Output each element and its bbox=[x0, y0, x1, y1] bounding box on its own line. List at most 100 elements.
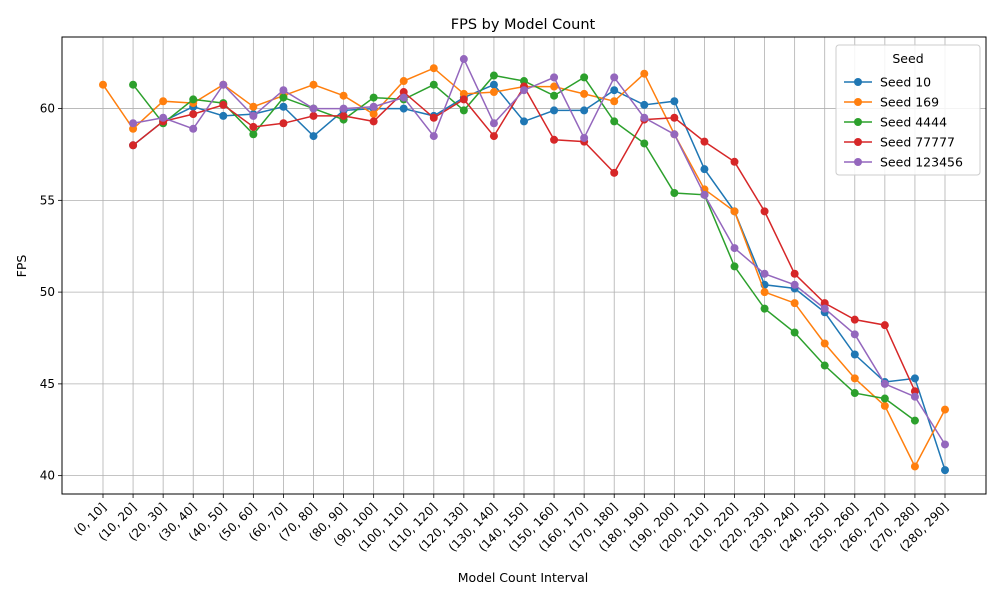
data-point bbox=[339, 104, 348, 113]
legend-entry-label: Seed 10 bbox=[880, 75, 931, 90]
data-point bbox=[159, 97, 168, 106]
data-point bbox=[670, 97, 679, 106]
y-tick-label: 40 bbox=[40, 469, 55, 483]
legend-marker bbox=[854, 98, 862, 106]
data-point bbox=[610, 168, 619, 177]
data-point bbox=[489, 71, 498, 80]
data-point bbox=[790, 269, 799, 278]
legend-entry-label: Seed 123456 bbox=[880, 155, 963, 170]
legend-entry-label: Seed 77777 bbox=[880, 135, 955, 150]
data-point bbox=[159, 113, 168, 122]
data-point bbox=[99, 80, 107, 89]
legend-title: Seed bbox=[892, 51, 923, 66]
data-point bbox=[580, 73, 589, 82]
y-tick-label: 55 bbox=[40, 193, 55, 207]
data-point bbox=[640, 100, 649, 109]
data-point bbox=[760, 288, 769, 297]
data-point bbox=[670, 113, 679, 122]
data-point bbox=[219, 111, 228, 120]
data-point bbox=[700, 165, 709, 174]
data-point bbox=[730, 207, 739, 216]
data-point bbox=[550, 91, 559, 100]
data-point bbox=[670, 130, 679, 139]
data-point bbox=[429, 132, 438, 141]
data-point bbox=[520, 86, 528, 95]
data-point bbox=[820, 339, 829, 348]
data-point bbox=[399, 77, 408, 86]
data-point bbox=[910, 387, 919, 396]
legend-marker bbox=[854, 138, 862, 146]
data-point bbox=[850, 330, 859, 339]
data-point bbox=[880, 394, 889, 403]
data-point bbox=[189, 110, 198, 119]
data-point bbox=[399, 93, 408, 102]
data-point bbox=[610, 86, 619, 95]
data-point bbox=[850, 315, 859, 324]
data-point bbox=[760, 269, 769, 278]
data-point bbox=[880, 321, 889, 330]
data-point bbox=[129, 141, 138, 150]
data-point bbox=[820, 299, 829, 308]
data-point bbox=[399, 104, 408, 113]
plot-frame bbox=[61, 36, 987, 495]
data-point bbox=[910, 416, 919, 425]
data-point bbox=[249, 111, 258, 120]
data-point bbox=[459, 89, 468, 98]
data-point bbox=[610, 97, 619, 106]
data-point bbox=[339, 111, 348, 120]
data-point bbox=[941, 405, 949, 414]
legend-marker bbox=[854, 158, 862, 166]
data-point bbox=[910, 374, 919, 383]
data-point bbox=[399, 88, 408, 97]
data-point bbox=[309, 132, 318, 141]
x-axis-label: Model Count Interval bbox=[458, 570, 588, 585]
data-point bbox=[550, 73, 559, 82]
data-point bbox=[219, 80, 228, 89]
data-point bbox=[610, 73, 619, 82]
y-tick-label: 60 bbox=[40, 102, 55, 116]
data-point bbox=[309, 104, 318, 113]
data-point bbox=[640, 139, 649, 148]
data-point bbox=[790, 328, 799, 337]
y-tick-label: 45 bbox=[40, 377, 55, 391]
data-point bbox=[790, 299, 799, 308]
data-point bbox=[489, 88, 498, 97]
data-point bbox=[369, 117, 378, 126]
data-point bbox=[429, 113, 438, 122]
data-point bbox=[850, 389, 859, 398]
legend-marker bbox=[854, 118, 862, 126]
data-point bbox=[610, 117, 619, 126]
data-point bbox=[520, 117, 528, 126]
data-point bbox=[309, 111, 318, 120]
data-point bbox=[760, 207, 769, 216]
legend-entry-label: Seed 4444 bbox=[880, 115, 947, 130]
data-point bbox=[249, 102, 258, 111]
data-point bbox=[790, 280, 799, 289]
y-axis-label: FPS bbox=[14, 255, 29, 278]
data-point bbox=[910, 392, 919, 401]
data-point bbox=[369, 93, 378, 102]
data-point bbox=[550, 106, 559, 115]
series-line bbox=[132, 83, 946, 471]
data-point bbox=[550, 135, 559, 144]
data-point bbox=[489, 80, 498, 89]
data-point bbox=[880, 401, 889, 410]
data-point bbox=[129, 80, 138, 89]
data-point bbox=[580, 89, 589, 98]
data-point bbox=[820, 304, 829, 313]
data-point bbox=[730, 157, 739, 166]
data-point bbox=[279, 119, 288, 128]
data-point bbox=[550, 82, 559, 91]
data-point bbox=[369, 110, 378, 119]
data-point bbox=[730, 244, 739, 253]
data-point bbox=[189, 124, 198, 133]
y-tick-label: 50 bbox=[40, 285, 55, 299]
data-point bbox=[700, 137, 709, 146]
data-point bbox=[520, 77, 528, 86]
data-point bbox=[249, 122, 258, 131]
data-point bbox=[129, 124, 138, 133]
data-point bbox=[489, 132, 498, 141]
chart-title: FPS by Model Count bbox=[451, 17, 596, 33]
